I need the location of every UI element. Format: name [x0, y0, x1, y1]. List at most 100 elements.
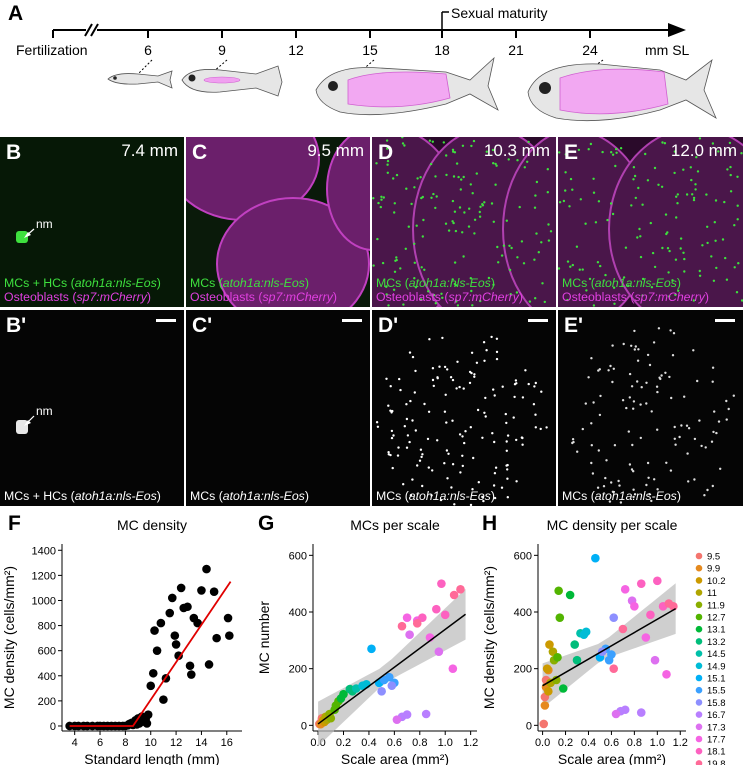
- cell-dot: [472, 139, 476, 143]
- chart-mc-density-per-scale: 0.0 0.2 0.4 0.6 0.8 1.0 1.2 0 200 400 600 MC densit…: [481, 517, 726, 765]
- cell-dot: [564, 153, 567, 156]
- cell-dot: [431, 367, 435, 370]
- cell-dot: [667, 271, 670, 274]
- cell-dot: [639, 436, 642, 440]
- cell-dot: [468, 370, 472, 374]
- legend-swatch: [695, 662, 703, 670]
- cell-dot: [571, 188, 574, 191]
- cell-dot: [578, 268, 581, 271]
- cell-dot: [558, 267, 561, 270]
- cell-dot: [728, 149, 732, 153]
- cell-dot: [671, 354, 675, 357]
- cell-dot: [440, 292, 443, 295]
- scale-shape-e2: [608, 137, 743, 307]
- cell-dot: [461, 464, 464, 468]
- cell-dot: [430, 494, 433, 497]
- cell-dot: [408, 440, 411, 444]
- caption-c: MCs (atoh1a:nls-Eos) Osteoblasts (sp7:mC…: [190, 276, 337, 304]
- timeline-tick-label: 12: [288, 42, 304, 58]
- chart-title: MC density per scale: [547, 517, 678, 533]
- cell-dot: [458, 385, 461, 389]
- cell-dot: [470, 144, 473, 148]
- cell-dot: [694, 188, 697, 191]
- cell-dot: [547, 239, 551, 242]
- data-point: [336, 694, 346, 703]
- data-point: [555, 613, 565, 622]
- cell-dot: [698, 137, 702, 140]
- cell-dot: [502, 244, 506, 247]
- cell-dot: [547, 223, 550, 226]
- cell-dot: [729, 173, 732, 177]
- data-point: [604, 655, 614, 665]
- cell-dot: [601, 150, 604, 154]
- cell-dot: [736, 175, 739, 178]
- y-axis-label: MC density (cells/mm²): [481, 566, 497, 709]
- cell-dot: [636, 359, 640, 362]
- cell-dot: [539, 427, 542, 431]
- data-point: [554, 586, 563, 596]
- cell-dot: [644, 152, 647, 156]
- legend-swatch: [695, 577, 703, 584]
- cell-dot: [426, 437, 430, 441]
- cell-dot: [521, 436, 524, 440]
- cell-dot: [403, 144, 406, 147]
- cell-dot: [535, 232, 538, 235]
- data-point: [620, 585, 630, 594]
- cell-dot: [379, 205, 382, 209]
- cell-dot: [558, 201, 562, 204]
- cell-dot: [615, 151, 618, 154]
- cell-dot: [463, 211, 466, 214]
- cell-dot: [729, 165, 732, 169]
- cell-dot: [436, 439, 439, 442]
- cell-dot: [683, 395, 686, 398]
- cell-dot: [445, 173, 448, 177]
- cell-dot: [630, 344, 633, 347]
- cell-dot: [472, 456, 475, 460]
- cell-dot: [422, 218, 425, 222]
- data-point: [204, 660, 214, 669]
- cell-dot: [475, 361, 479, 364]
- cell-dot: [581, 427, 584, 431]
- legend-label: 11.9: [707, 600, 725, 611]
- cell-dot: [467, 225, 471, 228]
- cell-dot: [495, 164, 498, 167]
- cell-dot: [430, 196, 433, 199]
- timeline-tick-label: 15: [362, 42, 378, 58]
- cell-dot: [686, 452, 689, 455]
- cell-dot: [628, 463, 632, 466]
- cell-dot: [584, 222, 587, 225]
- data-point: [146, 681, 156, 691]
- cell-dot: [523, 166, 526, 169]
- cell-dot: [660, 374, 663, 377]
- cell-dot: [674, 258, 678, 261]
- cell-dot: [473, 218, 477, 221]
- cell-dot: [592, 191, 596, 194]
- cell-dot: [469, 183, 472, 186]
- timeline-arrowhead: [668, 23, 686, 37]
- cell-dot: [386, 159, 390, 163]
- cell-dot: [569, 177, 573, 181]
- cell-dot: [409, 494, 413, 497]
- data-point: [197, 586, 206, 595]
- cell-dot: [726, 168, 729, 171]
- panel-label-b: B: [6, 141, 22, 164]
- cell-dot: [451, 278, 454, 281]
- data-point: [421, 709, 431, 719]
- cell-dot: [536, 153, 539, 156]
- cell-dot: [687, 480, 690, 483]
- cell-dot: [526, 160, 529, 163]
- cell-dot: [646, 353, 650, 357]
- cell-dot: [589, 142, 593, 146]
- cell-dot: [645, 402, 648, 405]
- cell-dot: [698, 269, 701, 273]
- data-point: [539, 719, 549, 729]
- cell-dot: [492, 220, 495, 223]
- cell-dot: [419, 176, 422, 179]
- cell-dot: [692, 299, 695, 302]
- cell-dot: [736, 218, 739, 221]
- data-point: [579, 630, 589, 639]
- cell-dot: [624, 246, 628, 249]
- cell-dot: [505, 421, 508, 425]
- cell-dot: [391, 409, 394, 413]
- cell-dot: [604, 273, 607, 277]
